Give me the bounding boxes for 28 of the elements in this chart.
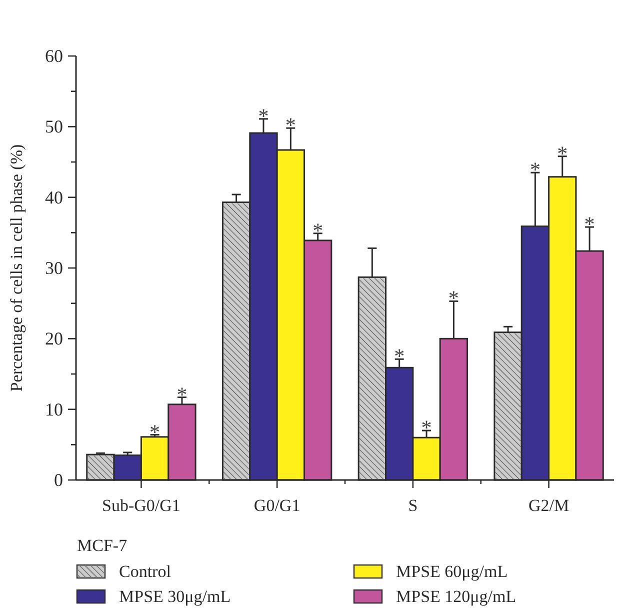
data-label: *	[150, 420, 160, 444]
data-label: *	[285, 113, 296, 138]
data-label: *	[176, 382, 188, 406]
y-tick-label: 20	[45, 328, 63, 349]
legend-label: MPSE 60μg/mL	[396, 562, 508, 581]
data-label: *	[394, 344, 405, 368]
legend-title: MCF-7	[77, 536, 128, 555]
y-tick-label: 0	[54, 470, 63, 490]
data-label: *	[421, 416, 432, 440]
x-tick-label: Sub-G0/G1	[102, 496, 180, 515]
x-tick-label: G2/M	[528, 496, 570, 515]
y-tick-label: 50	[45, 116, 63, 137]
y-tick-label: 10	[45, 399, 63, 420]
y-tick-label: 40	[45, 187, 63, 208]
data-label: *	[312, 218, 324, 242]
x-tick-label: G0/G1	[254, 496, 300, 515]
legend-label: MPSE 30μg/mL	[119, 587, 231, 606]
data-label: *	[530, 158, 540, 182]
data-label: *	[584, 212, 595, 236]
legend-label: MPSE 120μg/mL	[396, 587, 516, 606]
y-axis-title: Percentage of cells in cell phase (%)	[7, 144, 26, 392]
data-label: *	[258, 104, 269, 128]
data-label: *	[448, 286, 459, 310]
x-tick-label: S	[408, 496, 418, 515]
y-tick-label: 30	[45, 258, 63, 278]
y-tick-label: 60	[45, 46, 63, 66]
data-label: *	[557, 141, 568, 166]
legend-label: Control	[119, 562, 172, 581]
